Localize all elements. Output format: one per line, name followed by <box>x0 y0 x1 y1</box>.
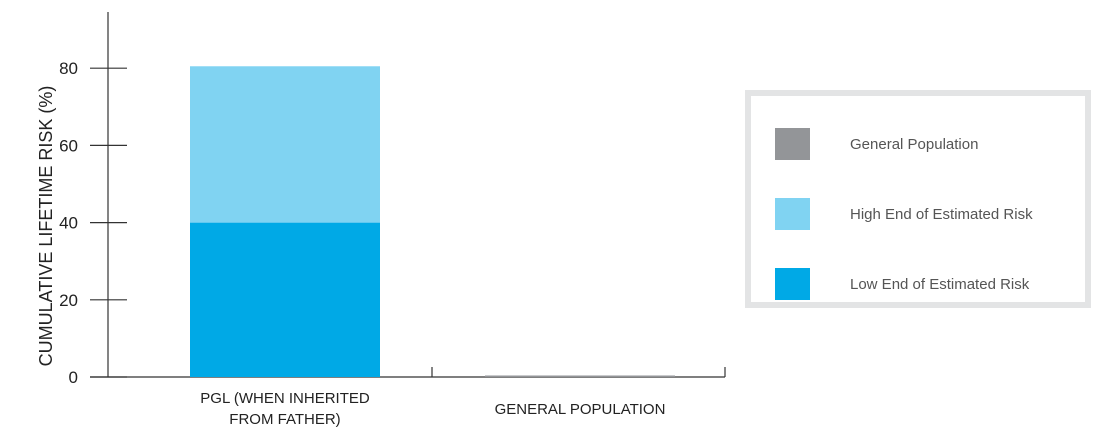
legend-label: High End of Estimated Risk <box>850 205 1033 223</box>
y-tick-label: 60 <box>59 136 78 155</box>
bar-segment <box>190 222 380 377</box>
legend-swatch <box>775 128 810 160</box>
legend-label: Low End of Estimated Risk <box>850 275 1030 293</box>
y-tick-label: 80 <box>59 59 78 78</box>
bar-segment <box>485 375 675 377</box>
bar-chart: CUMULATIVE LIFETIME RISK (%) 0 20 40 60 80 P… <box>36 12 726 428</box>
legend-label: General Population <box>850 135 979 153</box>
legend-swatch <box>775 198 810 230</box>
x-category-label: GENERAL POPULATION <box>495 401 666 418</box>
y-tick-label: 40 <box>59 214 78 233</box>
y-tick-label: 20 <box>59 291 78 310</box>
chart-legend: General Population High End of Estimated … <box>745 90 1091 308</box>
legend-item: High End of Estimated Risk <box>775 198 1033 230</box>
y-axis-title: CUMULATIVE LIFETIME RISK (%) <box>36 86 56 367</box>
y-tick-label: 0 <box>69 368 78 387</box>
legend-swatch <box>775 268 810 300</box>
legend-item: General Population <box>775 128 978 160</box>
x-category-label: FROM FATHER) <box>229 411 340 428</box>
x-category-label: PGL (WHEN INHERITED <box>200 390 370 407</box>
legend-item: Low End of Estimated Risk <box>775 268 1029 300</box>
bar-segment <box>190 66 380 223</box>
